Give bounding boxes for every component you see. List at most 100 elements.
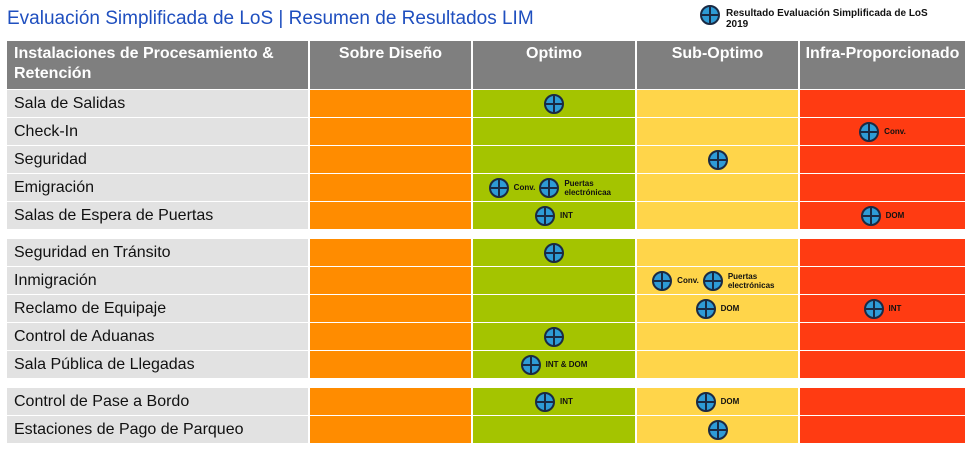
- level-cell: [637, 90, 800, 117]
- result-marker: Conv.: [859, 121, 906, 142]
- table-row: Check-In Conv.: [7, 118, 965, 145]
- level-cell: [310, 118, 473, 145]
- level-cell: INT: [800, 295, 965, 322]
- result-marks: Conv. Puertas electrónicaa: [473, 174, 635, 201]
- facility-name: Check-In: [7, 118, 310, 145]
- crosshair-circle-icon: [535, 391, 556, 412]
- header-sub-optimo: Sub-Optimo: [637, 41, 800, 89]
- table-row: Control de Aduanas: [7, 323, 965, 350]
- results-table: Instalaciones de Procesamiento & Retenci…: [7, 41, 965, 443]
- result-marker: DOM: [860, 205, 904, 226]
- result-marks: INT: [800, 295, 965, 322]
- facility-name: Control de Pase a Bordo: [7, 388, 310, 415]
- marker-label: Conv.: [884, 127, 906, 136]
- result-marks: [473, 90, 635, 117]
- table-row: Estaciones de Pago de Parqueo: [7, 416, 965, 443]
- crosshair-circle-icon: [863, 298, 884, 319]
- result-marker: Conv.: [488, 177, 536, 198]
- level-cell: INT & DOM: [473, 351, 637, 378]
- level-cell: [310, 90, 473, 117]
- level-cell: DOM: [637, 295, 800, 322]
- result-marks: [473, 323, 635, 350]
- result-marker: INT: [863, 298, 902, 319]
- level-cell: [637, 239, 800, 266]
- result-marks: INT: [473, 202, 635, 229]
- level-cell: [637, 146, 800, 173]
- result-marker: [544, 326, 564, 347]
- level-cell: [637, 202, 800, 229]
- marker-label: INT: [560, 211, 573, 220]
- facility-name: Sala Pública de Llegadas: [7, 351, 310, 378]
- marker-label: INT: [888, 304, 902, 313]
- marker-label: Puertas electrónicaa: [564, 178, 612, 197]
- level-cell: [473, 239, 637, 266]
- marker-label: Conv.: [513, 183, 536, 192]
- level-cell: DOM: [800, 202, 965, 229]
- level-cell: [310, 388, 473, 415]
- crosshair-circle-icon: [702, 270, 723, 291]
- crosshair-circle-icon: [860, 205, 881, 226]
- result-marker: DOM: [695, 391, 739, 412]
- result-marker: Puertas electrónicas: [702, 270, 783, 291]
- header-optimo: Optimo: [473, 41, 637, 89]
- level-cell: [473, 267, 637, 294]
- crosshair-circle-icon: [520, 354, 541, 375]
- legend-label: Resultado Evaluación Simplificada de LoS…: [726, 8, 928, 30]
- table-row: Inmigración Conv. Puertas electrónicas: [7, 267, 965, 294]
- result-marks: [637, 146, 798, 173]
- marker-label: INT & DOM: [545, 360, 588, 369]
- legend: Resultado Evaluación Simplificada de LoS…: [700, 5, 941, 30]
- level-cell: Conv. Puertas electrónicaa: [473, 174, 637, 201]
- level-cell: [310, 267, 473, 294]
- result-marks: DOM: [637, 295, 798, 322]
- level-cell: [310, 146, 473, 173]
- level-cell: [637, 118, 800, 145]
- result-marker: INT: [535, 205, 573, 226]
- crosshair-circle-icon: [544, 242, 564, 263]
- table-row: Salas de Espera de Puertas INT DOM: [7, 202, 965, 229]
- level-cell: [473, 146, 637, 173]
- facility-name: Seguridad: [7, 146, 310, 173]
- result-marker: INT & DOM: [520, 354, 588, 375]
- result-marks: [473, 239, 635, 266]
- table-body: Sala de Salidas Check-In Conv. Seguridad Emi…: [7, 90, 965, 443]
- level-cell: [637, 351, 800, 378]
- table-row: Emigración Conv. Puertas electrónicaa: [7, 174, 965, 201]
- level-cell: [637, 174, 800, 201]
- result-marker: Puertas electrónicaa: [539, 177, 619, 198]
- level-cell: [800, 351, 965, 378]
- result-marker: [707, 419, 728, 440]
- level-cell: [310, 351, 473, 378]
- crosshair-circle-icon: [544, 93, 564, 114]
- crosshair-circle-icon: [652, 270, 673, 291]
- crosshair-circle-icon: [544, 326, 564, 347]
- table-row: Seguridad en Tránsito: [7, 239, 965, 266]
- marker-label: Puertas electrónicas: [727, 271, 775, 290]
- result-marks: Conv.: [800, 118, 965, 145]
- crosshair-circle-icon: [700, 5, 720, 25]
- crosshair-circle-icon: [695, 391, 716, 412]
- table-row: Sala de Salidas: [7, 90, 965, 117]
- table-row: Seguridad: [7, 146, 965, 173]
- facility-name: Control de Aduanas: [7, 323, 310, 350]
- level-cell: [310, 239, 473, 266]
- crosshair-circle-icon: [707, 149, 728, 170]
- page-title: Evaluación Simplificada de LoS | Resumen…: [7, 8, 534, 29]
- level-cell: [473, 323, 637, 350]
- result-marks: [637, 416, 798, 443]
- header-sobre-diseno: Sobre Diseño: [310, 41, 473, 89]
- level-cell: [800, 323, 965, 350]
- crosshair-circle-icon: [488, 177, 509, 198]
- header-facilities: Instalaciones de Procesamiento & Retenci…: [7, 41, 310, 89]
- level-cell: [310, 202, 473, 229]
- crosshair-circle-icon: [695, 298, 716, 319]
- crosshair-circle-icon: [859, 121, 880, 142]
- level-cell: [637, 416, 800, 443]
- level-cell: Conv.: [800, 118, 965, 145]
- level-cell: INT: [473, 202, 637, 229]
- marker-label: DOM: [720, 304, 740, 313]
- level-cell: [800, 174, 965, 201]
- level-cell: [310, 174, 473, 201]
- facility-name: Estaciones de Pago de Parqueo: [7, 416, 310, 443]
- result-marker: [544, 93, 564, 114]
